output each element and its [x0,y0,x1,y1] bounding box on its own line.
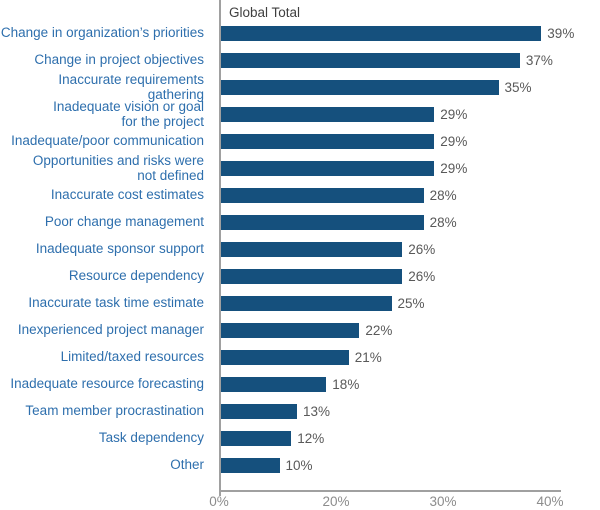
bar [221,458,280,473]
category-label: Resource dependency [68,268,204,284]
category-label: Inadequate sponsor support [35,241,204,257]
chart-row: Poor change management 28% [0,209,600,236]
chart-row: Resource dependency 26% [0,263,600,290]
value-label: 28% [429,188,457,203]
value-label: 29% [440,107,468,122]
x-tick-label: 40% [536,494,564,509]
bar-cell: 18% [212,371,600,398]
chart-row: Other 10% [0,452,600,479]
value-label: 39% [547,26,575,41]
chart-row: Change in organization’s priorities 39% [0,20,600,47]
chart-row: Inadequate resource forecasting 18% [0,371,600,398]
category-label: Inadequate/poor communication [11,133,204,149]
bar [221,323,360,338]
chart-title: Global Total [229,5,301,20]
bar-cell: 29% [212,128,600,155]
category-label: Inexperienced project manager [17,322,204,338]
bar-cell: 39% [212,20,600,47]
value-label: 28% [429,215,457,230]
x-axis-ticks: 0% 20% 30% 40% [0,494,600,510]
bar [221,161,435,176]
chart-row: Inadequate vision or goal for the projec… [0,98,600,129]
category-label: Inadequate resource forecasting [10,376,204,392]
value-label: 12% [297,431,325,446]
bar [221,404,297,419]
bar [221,188,424,203]
value-label: 26% [408,242,436,257]
bar [221,215,424,230]
category-label: Inaccurate requirements gathering [58,71,204,102]
chart-row: Team member procrastination 13% [0,398,600,425]
bar-cell: 29% [212,155,600,182]
bar [221,431,292,446]
bar [221,107,435,122]
chart-rows: Change in organization’s priorities 39% Ch… [0,20,600,479]
category-label: Team member procrastination [25,403,204,419]
bar-cell: 28% [212,182,600,209]
value-label: 22% [365,323,393,338]
x-axis-line [219,490,561,492]
bar [221,296,392,311]
bar [221,26,542,41]
value-label: 13% [303,404,331,419]
value-label: 37% [525,53,553,68]
bar [221,269,403,284]
bar [221,350,349,365]
value-label: 26% [408,269,436,284]
x-tick-label: 0% [209,494,229,509]
y-axis-line [219,0,221,496]
category-label: Opportunities and risks were not defined [32,152,204,183]
x-tick-label: 20% [322,494,350,509]
bar-cell: 37% [212,47,600,74]
chart-row: Inadequate sponsor support 26% [0,236,600,263]
chart-row: Opportunities and risks were not defined… [0,152,600,183]
chart-row: Inaccurate requirements gathering 35% [0,71,600,102]
value-label: 35% [504,80,532,95]
bar [221,134,435,149]
chart-row: Inadequate/poor communication 29% [0,128,600,155]
category-label: Change in project objectives [34,52,204,68]
bar-cell: 22% [212,317,600,344]
bar-cell: 28% [212,209,600,236]
bar-cell: 13% [212,398,600,425]
bar-cell: 12% [212,425,600,452]
bar-cell: 26% [212,263,600,290]
chart-row: Limited/taxed resources 21% [0,344,600,371]
category-label: Inaccurate cost estimates [50,187,204,203]
value-label: 18% [332,377,360,392]
bar-cell: 21% [212,344,600,371]
category-label: Limited/taxed resources [60,349,204,365]
value-label: 10% [285,458,313,473]
bar-cell: 10% [212,452,600,479]
category-label: Poor change management [44,214,204,230]
value-label: 29% [440,134,468,149]
bar-cell: 26% [212,236,600,263]
category-label: Inaccurate task time estimate [28,295,204,311]
chart-row: Change in project objectives 37% [0,47,600,74]
category-label: Other [170,457,204,473]
category-label: Change in organization’s priorities [0,25,204,41]
bar [221,53,520,68]
bar [221,377,327,392]
value-label: 25% [397,296,425,311]
bar-cell: 35% [212,74,600,101]
bar [221,80,499,95]
x-tick-label: 30% [429,494,457,509]
category-label: Task dependency [98,430,204,446]
bar [221,242,403,257]
chart-row: Task dependency 12% [0,425,600,452]
category-label: Inadequate vision or goal for the projec… [53,98,204,129]
bar-cell: 29% [212,101,600,128]
chart-row: Inaccurate cost estimates 28% [0,182,600,209]
bar-cell: 25% [212,290,600,317]
chart-row: Inaccurate task time estimate 25% [0,290,600,317]
value-label: 29% [440,161,468,176]
chart-row: Inexperienced project manager 22% [0,317,600,344]
value-label: 21% [354,350,382,365]
